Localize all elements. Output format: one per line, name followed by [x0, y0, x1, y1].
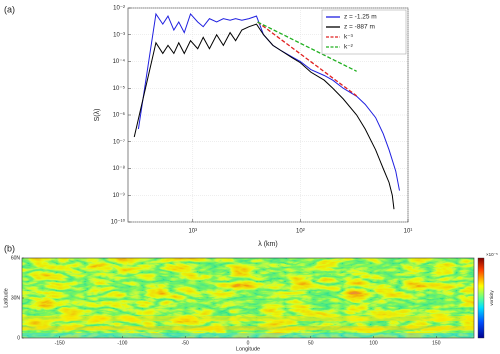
- x-tick-label: 10³: [188, 229, 197, 235]
- y-tick-label: 30N: [11, 295, 21, 301]
- colorbar-unit: ×10⁻⁵: [486, 252, 498, 257]
- y-tick-label: 60N: [11, 255, 21, 261]
- legend-label: z = -887 m: [344, 24, 375, 31]
- vorticity-map: [22, 258, 474, 338]
- y-tick-label: 10⁻⁸: [113, 165, 126, 172]
- y-tick-label: 0: [17, 335, 20, 341]
- y-axis-label: Latitude: [3, 288, 9, 308]
- y-tick-label: 10⁻⁵: [113, 85, 126, 92]
- legend-label: z = -1.25 m: [344, 14, 377, 21]
- y-tick-label: 10⁻⁴: [113, 58, 126, 65]
- colorbar-label: vorticity: [489, 290, 494, 306]
- x-axis-label: Longitude: [236, 346, 260, 352]
- colorbar: [477, 257, 485, 339]
- x-tick-label: 150: [432, 340, 441, 346]
- legend-label: k⁻³: [344, 34, 354, 41]
- series-line: [257, 21, 357, 72]
- y-tick-label: 10⁻³: [113, 32, 125, 38]
- x-tick-label: 0: [247, 340, 250, 346]
- x-axis-label: λ (km): [258, 241, 277, 248]
- y-tick-label: 10⁻⁶: [113, 112, 126, 119]
- y-tick-label: 10⁻¹⁰: [111, 219, 126, 226]
- panel-label: (b): [4, 243, 15, 253]
- y-tick-label: 10⁻²: [113, 6, 125, 12]
- series-line: [257, 21, 358, 97]
- x-tick-label: -50: [182, 340, 189, 346]
- x-tick-label: 10²: [296, 229, 305, 235]
- y-tick-label: 10⁻⁹: [113, 192, 126, 199]
- x-tick-label: 10¹: [404, 229, 413, 235]
- series-line: [133, 23, 395, 210]
- x-tick-label: -100: [117, 340, 127, 346]
- series-line: [137, 12, 400, 191]
- y-tick-label: 10⁻⁷: [113, 138, 125, 145]
- x-tick-label: 100: [369, 340, 378, 346]
- panel-label: (a): [4, 4, 15, 14]
- x-tick-label: -150: [55, 340, 65, 346]
- legend-label: k⁻²: [344, 44, 354, 51]
- x-tick-label: 50: [308, 340, 314, 346]
- y-axis-label: S(λ): [94, 109, 101, 122]
